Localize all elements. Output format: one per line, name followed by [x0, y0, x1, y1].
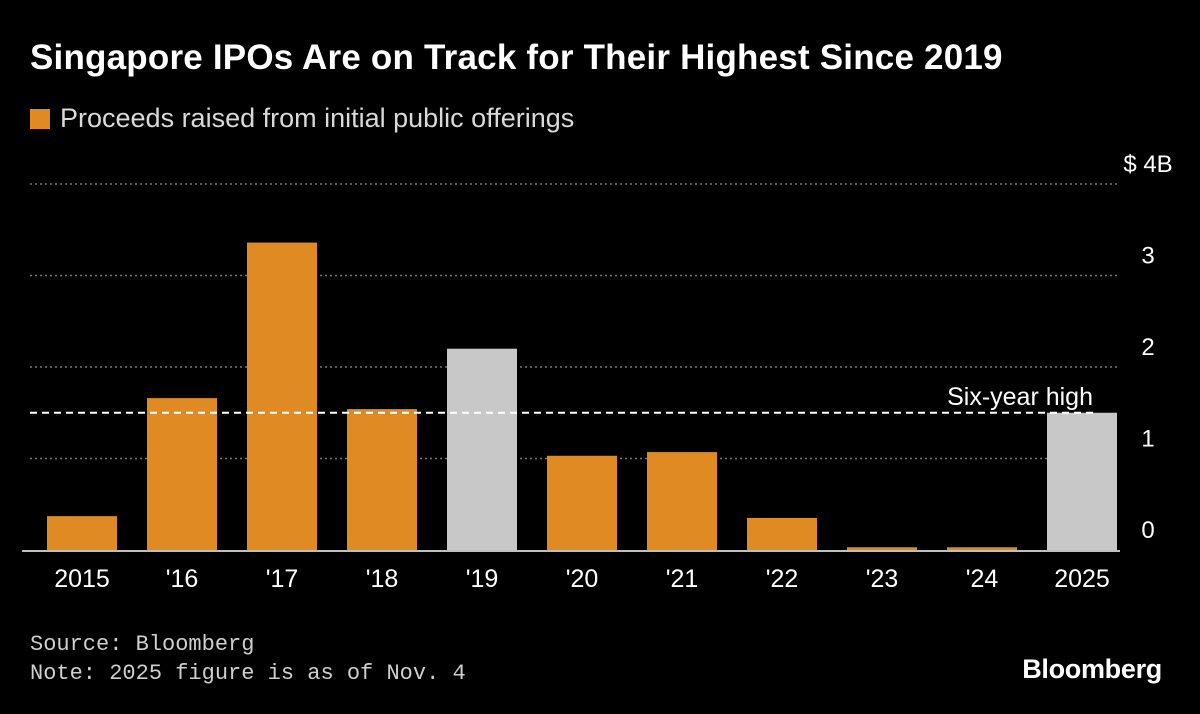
bar-2025: [1047, 412, 1117, 550]
x-tick-label-2015: 2015: [54, 565, 110, 593]
bar-24: [947, 547, 1017, 550]
x-tick-label-18: '18: [366, 565, 399, 593]
bars: [47, 242, 1117, 550]
bloomberg-logo: Bloomberg: [1022, 654, 1162, 684]
x-tick-label-19: '19: [466, 565, 499, 593]
source-note: Source: Bloomberg: [30, 632, 255, 657]
y-tick-label-1: 1: [1141, 426, 1154, 453]
y-tick-label-3: 3: [1141, 243, 1154, 270]
x-tick-label-23: '23: [866, 565, 899, 593]
y-tick-label-0: 0: [1141, 517, 1154, 544]
reference-line-label: Six-year high: [947, 383, 1093, 411]
y-tick-label-2: 2: [1141, 334, 1154, 361]
bar-22: [747, 517, 817, 550]
legend-label: Proceeds raised from initial public offe…: [60, 103, 575, 133]
reference-line-group: Six-year high: [30, 383, 1093, 414]
x-tick-label-22: '22: [766, 565, 799, 593]
bar-17: [247, 242, 317, 550]
axes: 0 1 2 3 $ 4B 2015 '16 '17 '18 '19 '20 '21 '22 '23 '24 2…: [22, 151, 1173, 593]
bar-16: [147, 398, 217, 550]
x-tick-label-17: '17: [266, 565, 299, 593]
chart-title: Singapore IPOs Are on Track for Their Hi…: [30, 38, 1003, 77]
bar-20: [547, 455, 617, 550]
x-tick-label-16: '16: [166, 565, 199, 593]
x-tick-label-20: '20: [566, 565, 599, 593]
y-tick-label-4: $ 4B: [1123, 151, 1172, 178]
x-tick-label-24: '24: [966, 565, 999, 593]
legend: Proceeds raised from initial public offe…: [30, 103, 574, 134]
legend-swatch: [30, 108, 50, 129]
x-tick-label-21: '21: [666, 565, 699, 593]
footer: Source: Bloomberg Note: 2025 figure is a…: [30, 630, 466, 688]
bar-21: [647, 452, 717, 550]
bar-2015: [47, 516, 117, 550]
bar-19: [447, 348, 517, 550]
bar-23: [847, 547, 917, 550]
footnote: Note: 2025 figure is as of Nov. 4: [30, 661, 466, 686]
bar-18: [347, 409, 417, 550]
x-tick-label-2025: 2025: [1054, 565, 1110, 593]
